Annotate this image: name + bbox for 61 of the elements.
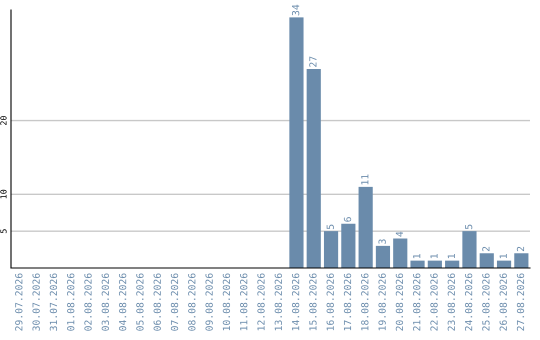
x-tick-label: 20.08.2026 (396, 273, 404, 331)
bar (496, 260, 512, 268)
x-tick-label: 17.08.2026 (344, 273, 352, 330)
data-label: 3 (378, 239, 386, 244)
data-label: 5 (326, 224, 334, 230)
data-label: 2 (516, 246, 524, 252)
x-tick-label: 01.08.2026 (67, 273, 74, 331)
x-tick-label: 07.08.2026 (170, 273, 178, 331)
data-label: 1 (413, 254, 420, 258)
bar (480, 253, 494, 268)
data-label: 4 (396, 232, 403, 237)
x-tick-label: 31.07.2026 (50, 273, 58, 331)
data-label: 1 (500, 254, 507, 258)
bar (393, 238, 408, 268)
x-tick-label: 14.08.2026 (292, 273, 300, 330)
data-label: 11 (361, 174, 368, 184)
y-tick-label: 10 (0, 190, 7, 198)
x-tick-label: 09.08.2026 (205, 273, 213, 331)
x-tick-label: 05.08.2026 (136, 273, 144, 331)
x-tick-label: 23.08.2026 (448, 273, 455, 331)
x-tick-label: 26.08.2026 (500, 273, 507, 331)
x-tick-label: 03.08.2026 (102, 273, 109, 331)
bar (358, 186, 373, 268)
bar (341, 224, 356, 268)
x-tick-label: 15.08.2026 (309, 273, 317, 330)
data-label: 27 (309, 56, 316, 67)
x-tick-label: 16.08.2026 (326, 273, 334, 330)
bar (445, 260, 460, 268)
bar (514, 253, 528, 268)
x-tick-label: 25.08.2026 (482, 273, 490, 331)
x-tick-label: 24.08.2026 (464, 273, 472, 331)
x-tick-label: 13.08.2026 (274, 273, 282, 330)
x-tick-label: 27.08.2026 (516, 273, 524, 331)
bar (410, 260, 425, 268)
x-tick-label: 04.08.2026 (118, 273, 126, 331)
data-label: 2 (482, 246, 490, 252)
x-tick-label: 30.07.2026 (32, 273, 40, 331)
bar (324, 231, 338, 268)
data-label: 6 (344, 217, 352, 222)
data-label: 5 (465, 224, 472, 230)
x-tick-label: 22.08.2026 (430, 273, 438, 331)
bar (306, 68, 321, 268)
x-tick-label: 21.08.2026 (413, 273, 420, 331)
x-tick-label: 12.08.2026 (257, 273, 265, 330)
x-tick-label: 10.08.2026 (222, 273, 230, 330)
x-tick-label: 11.08.2026 (240, 273, 248, 330)
bar (289, 17, 304, 268)
x-tick-label: 06.08.2026 (154, 273, 161, 331)
y-tick-label: 20 (0, 116, 7, 125)
bar (376, 246, 390, 268)
y-tick-label: 5 (0, 229, 7, 234)
x-tick-label: 18.08.2026 (361, 273, 368, 330)
data-label: 1 (448, 254, 455, 258)
x-tick-label: 02.08.2026 (84, 273, 92, 331)
bar (462, 231, 477, 268)
x-tick-label: 08.08.2026 (188, 273, 196, 331)
x-tick-label: 29.07.2026 (15, 273, 22, 331)
x-tick-label: 19.08.2026 (378, 273, 386, 330)
data-label: 34 (292, 4, 300, 16)
bar (428, 260, 442, 268)
data-label: 1 (430, 254, 438, 258)
